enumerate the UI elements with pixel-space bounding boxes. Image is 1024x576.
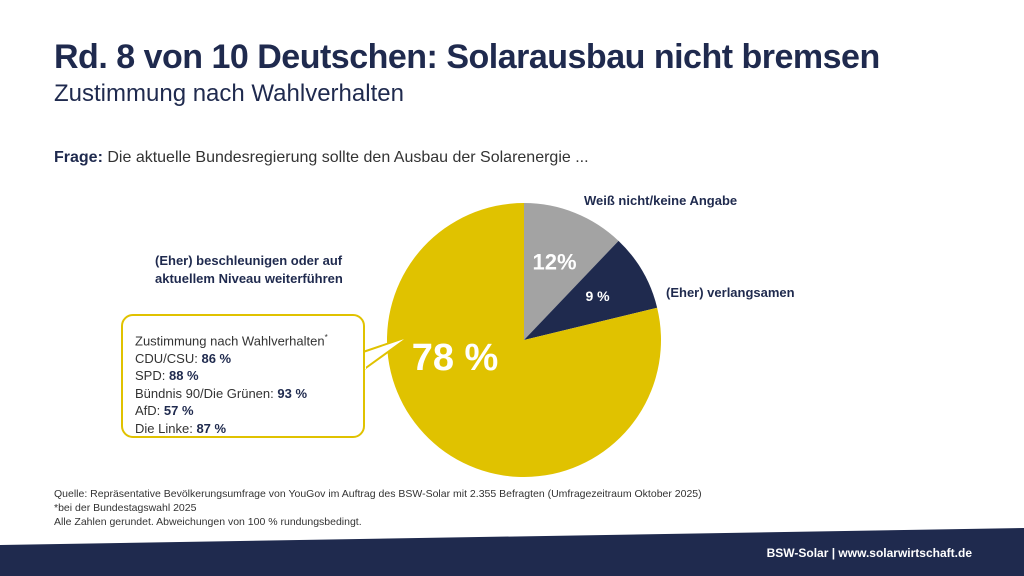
footnote-line: *bei der Bundestagswahl 2025 [54, 502, 197, 514]
pie-slice [524, 203, 619, 340]
callout-row: Bündnis 90/Die Grünen: 93 % [135, 385, 308, 401]
footnote-mark: * [324, 333, 328, 342]
legend-slower: (Eher) verlangsamen [666, 285, 795, 300]
callout-row: SPD: 88 % [135, 368, 199, 384]
page-subtitle: Zustimmung nach Wahlverhalten [54, 80, 404, 107]
footer-band [0, 528, 1024, 576]
question-text: Die aktuelle Bundesregierung sollte den … [107, 149, 589, 166]
page-title: Rd. 8 von 10 Deutschen: Solarausbau nich… [54, 38, 880, 76]
callout-row: CDU/CSU: 86 % [135, 350, 232, 366]
pie-chart [387, 203, 661, 477]
pie-slice [387, 203, 661, 477]
callout-heading: Zustimmung nach Wahlverhalten [135, 333, 325, 349]
pie-data-label: 12% [533, 250, 577, 275]
source-line: Quelle: Repräsentative Bevölkerungsumfra… [54, 488, 702, 500]
footer-brand: BSW-Solar | www.solarwirtschaft.de [766, 546, 972, 560]
rounding-note: Alle Zahlen gerundet. Abweichungen von 1… [54, 516, 362, 528]
legend-faster-line2: aktuellem Niveau weiterführen [155, 271, 343, 286]
question: Frage: Die aktuelle Bundesregierung soll… [54, 149, 589, 167]
party-callout: Zustimmung nach Wahlverhalten* CDU/CSU: … [121, 314, 365, 438]
legend-dontknow: Weiß nicht/keine Angabe [584, 193, 738, 208]
callout-row: Die Linke: 87 % [135, 420, 227, 436]
legend-faster-line1: (Eher) beschleunigen oder auf [155, 253, 343, 268]
pie-data-label: 9 % [585, 288, 610, 304]
pie-data-label: 78 % [412, 337, 499, 379]
callout-row: AfD: 57 % [135, 403, 194, 419]
question-label: Frage: [54, 149, 103, 166]
pie-slice [524, 240, 658, 340]
source-notes: Quelle: Repräsentative Bevölkerungsumfra… [54, 487, 702, 529]
legend-faster: (Eher) beschleunigen oder auf aktuellem N… [155, 252, 343, 288]
